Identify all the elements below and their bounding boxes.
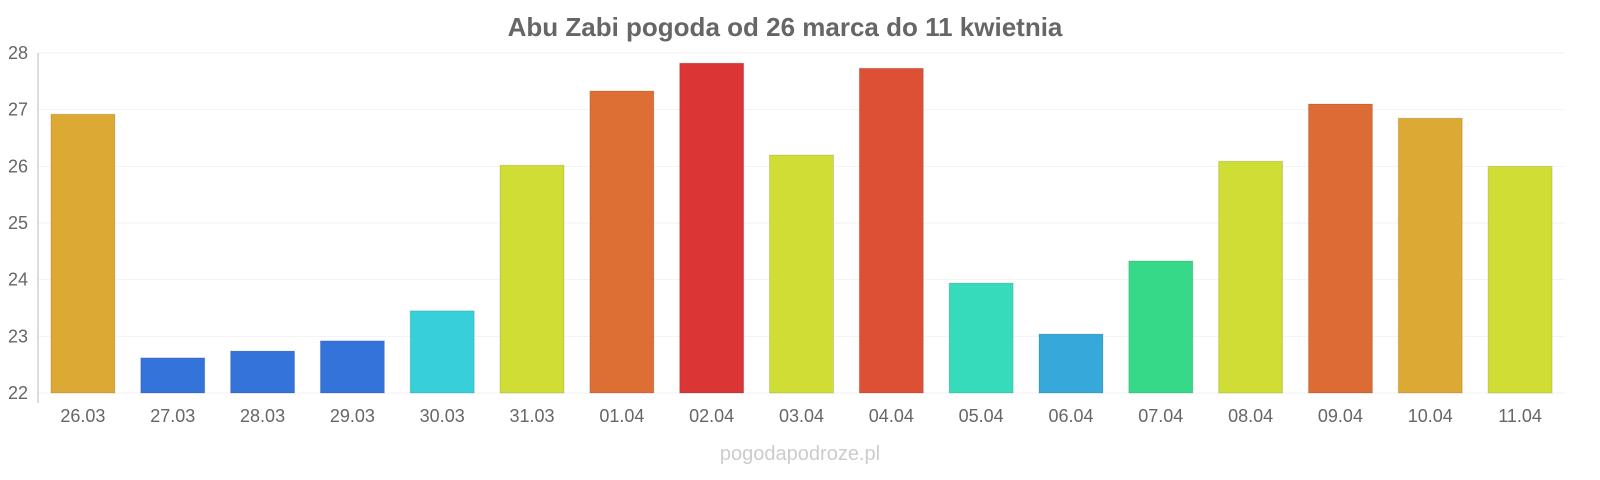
x-tick-label: 01.04 (599, 406, 644, 426)
x-tick-label: 30.03 (420, 406, 465, 426)
bar-02.04[interactable] (679, 62, 745, 394)
footer-watermark: pogodapodroze.pl (720, 443, 880, 465)
bar-05.04[interactable] (948, 282, 1014, 394)
bar-08.04[interactable] (1218, 160, 1284, 394)
x-tick-label: 29.03 (330, 406, 375, 426)
bar-03.04[interactable] (769, 154, 834, 394)
bar-09.04[interactable] (1307, 103, 1373, 394)
x-tick-label: 06.04 (1048, 406, 1093, 426)
x-tick-label: 03.04 (779, 406, 824, 426)
y-tick-label: 26 (8, 156, 28, 176)
x-tick-label: 11.04 (1498, 406, 1542, 426)
x-tick-label: 02.04 (689, 406, 734, 426)
chart-title: Abu Zabi pogoda od 26 marca do 11 kwietn… (508, 12, 1063, 42)
x-tick-label: 08.04 (1228, 406, 1273, 426)
bar-26.03[interactable] (50, 113, 116, 394)
x-tick-label: 10.04 (1408, 406, 1453, 426)
y-tick-label: 27 (8, 100, 28, 120)
bar-31.03[interactable] (499, 164, 565, 394)
y-tick-label: 28 (8, 43, 28, 63)
x-tick-label: 05.04 (959, 406, 1004, 426)
y-tick-label: 24 (8, 270, 28, 290)
x-tick-label: 26.03 (60, 406, 105, 426)
y-tick-label: 25 (8, 213, 28, 233)
x-tick-label: 04.04 (869, 406, 914, 426)
bar-06.04[interactable] (1038, 333, 1104, 394)
x-tick-label: 28.03 (240, 406, 285, 426)
bar-07.04[interactable] (1128, 260, 1194, 394)
bar-01.04[interactable] (589, 90, 655, 394)
y-tick-label: 22 (8, 383, 28, 403)
bar-04.04[interactable] (858, 67, 924, 394)
bar-11.04[interactable] (1487, 165, 1553, 394)
x-tick-label: 27.03 (150, 406, 195, 426)
bar-10.04[interactable] (1397, 117, 1463, 394)
bar-28.03[interactable] (230, 350, 296, 394)
bar-27.03[interactable] (140, 357, 206, 394)
bar-29.03[interactable] (319, 340, 385, 394)
x-tick-label: 31.03 (510, 406, 555, 426)
x-tick-label: 07.04 (1138, 406, 1183, 426)
y-tick-label: 23 (8, 326, 28, 346)
bar-30.03[interactable] (409, 310, 475, 394)
x-tick-label: 09.04 (1318, 406, 1363, 426)
